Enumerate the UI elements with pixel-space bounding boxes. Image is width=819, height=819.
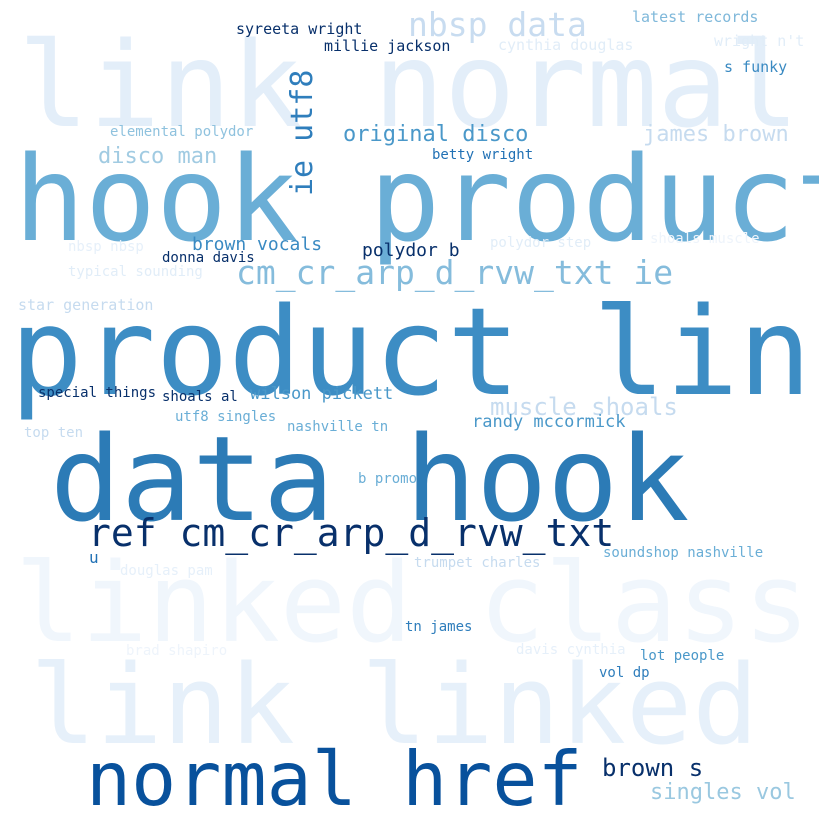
word-polydor-b: polydor b [362,240,460,261]
word-betty-wright: betty wright [432,147,534,163]
word-nbsp-data: nbsp data [408,5,587,44]
word-donna-davis: donna davis [162,250,255,266]
word-davis-cynthia: davis cynthia [516,642,626,658]
word-james-brown: james brown [643,122,789,147]
word-original-disco: original disco [343,122,529,147]
word-millie-jackson: millie jackson [324,37,451,55]
word-vol-dp: vol dp [599,665,650,681]
word-shoals-al: shoals al [162,389,238,405]
word-typical-sounding: typical sounding [68,264,203,280]
word-utf8-singles: utf8 singles [175,409,277,425]
word-wilson-pickett: wilson pickett [250,384,394,404]
word-ref-cm: ref cm_cr_arp_d_rvw_txt [88,511,615,555]
word-trumpet-charles: trumpet charles [414,555,541,571]
word-linked-class: linked class [15,539,810,667]
word-lot-people: lot people [640,648,725,664]
word-elemental-polydor: elemental polydor [110,124,254,140]
word-top-ten: top ten [24,425,84,441]
word-soundshop-nashville: soundshop nashville [603,545,764,561]
word-link-normal: link normal [18,16,800,154]
word-nbsp-nbsp: nbsp nbsp [68,239,144,255]
word-product-link: product link [10,282,819,423]
word-muscle-shoals: muscle shoals [490,393,678,421]
word-data-hook: data hook [50,410,690,548]
word-link-linked: link linked [30,641,759,769]
word-disco-man: disco man [98,144,218,169]
word-brown-vocals: brown vocals [192,234,323,255]
word-syreeta-wright: syreeta wright [236,20,363,38]
word-hook-product: hook product [14,130,819,268]
word-cm-ie: cm_cr_arp_d_rvw_txt ie [236,253,674,292]
word-nashville-tn: nashville tn [287,419,389,435]
word-shoals-muscle: shoals muscle [650,231,760,247]
word-special-things: special things [38,385,157,401]
word-brown-s: brown s [602,754,704,782]
word-singles-vol: singles vol [650,780,796,805]
word-douglas-pam: douglas pam [120,563,213,579]
word-polydor-step: polydor step [490,235,592,251]
word-b-promo: b promo [358,471,418,487]
word-randy-mccormick: randy mccormick [472,412,626,432]
word-cynthia-douglas: cynthia douglas [498,36,634,54]
word-u: u [89,548,99,567]
word-star-generation: star generation [18,296,154,314]
word-latest-records: latest records [632,8,759,26]
word-wright-nt: wright n't [714,32,805,50]
word-brad-shapiro: brad shapiro [126,643,228,659]
word-ie-utf8: ie utf8 [285,69,320,196]
word-tn-james: tn james [405,619,473,635]
word-normal-href: normal href [86,735,583,819]
word-s-funky: s funky [724,58,788,76]
